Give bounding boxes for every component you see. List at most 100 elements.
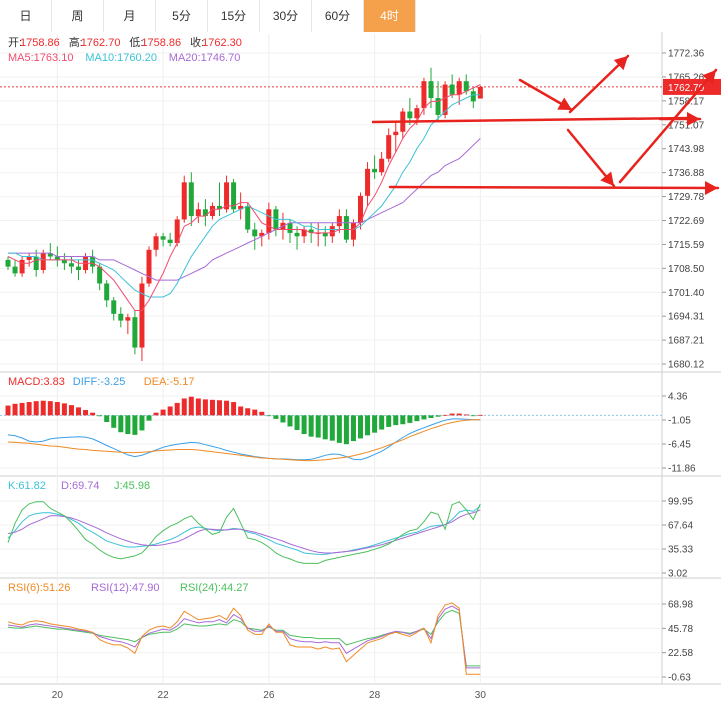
price-y-tick-label: 1729.78 [668, 192, 705, 203]
ohlc-label: 开: [8, 37, 22, 49]
candle-up [358, 195, 363, 223]
macd-bar [174, 402, 180, 416]
candle-down [111, 300, 117, 314]
macd-bar [26, 402, 32, 416]
kdj-legend-item: K:61.82 [8, 480, 46, 492]
tab-5min[interactable]: 5分 [156, 0, 208, 32]
x-tick-label: 22 [158, 690, 170, 701]
macd-bar [400, 415, 406, 425]
candle-up [393, 131, 399, 136]
up-arrow-1 [568, 54, 630, 114]
up-arrow-2-head [702, 70, 716, 85]
candle-up [195, 209, 201, 217]
macd-bar [118, 415, 124, 433]
tab-60min[interactable]: 60分 [312, 0, 364, 32]
macd-bar [181, 398, 187, 416]
candle-down [252, 229, 258, 237]
macd-bar [294, 415, 300, 431]
tab-day[interactable]: 日 [0, 0, 52, 32]
candle-up [26, 256, 32, 260]
tab-4hour[interactable]: 4时 [364, 0, 416, 32]
candle-down [90, 256, 96, 267]
candle-down [33, 256, 39, 270]
macd-bar [421, 415, 427, 420]
x-tick-label: 30 [475, 690, 487, 701]
up-arrow-1-head [613, 56, 628, 71]
candle-down [343, 216, 349, 240]
candle-up [146, 249, 152, 284]
candle-down [54, 256, 60, 260]
current-price-label: 1762.70 [668, 83, 705, 94]
candle-down [463, 81, 469, 92]
up-arrow-2 [618, 68, 718, 184]
macd-legend-item: MACD:3.83 [8, 376, 65, 388]
macd-bar [379, 415, 385, 430]
support-arrow-upper-head [687, 112, 700, 126]
macd-bar [5, 405, 11, 416]
data-layer: 1762.70 [0, 67, 721, 675]
candle-down [104, 283, 110, 301]
support-arrow-lower-head [704, 180, 718, 195]
macd-bar [125, 415, 131, 434]
candle-down [435, 98, 441, 115]
macd-bar [470, 415, 476, 417]
ohlc-label: 高: [69, 35, 83, 49]
price-y-tick-label: 1680.12 [668, 360, 705, 371]
kdj-y-tick-label: 67.64 [668, 521, 693, 532]
macd-bar [428, 415, 434, 419]
candle-down [47, 253, 53, 257]
macd-bar [266, 415, 272, 417]
macd-legend-item: DIFF:-3.25 [73, 376, 126, 388]
kdj-legend-item: D:69.74 [61, 480, 100, 492]
macd-bar [167, 406, 173, 416]
candle-down [76, 266, 81, 270]
macd-y-tick-label: -6.45 [668, 439, 691, 450]
macd-bar [245, 408, 251, 416]
tab-month[interactable]: 月 [104, 0, 156, 32]
macd-bar [336, 415, 342, 443]
candle-up [386, 135, 392, 159]
grid-layer: 20 22 26 28 30 1772.36 1765.26 1758.17 1751.07 17… [0, 32, 721, 701]
tab-week[interactable]: 周 [52, 0, 104, 32]
tab-15min[interactable]: 15分 [208, 0, 260, 32]
candle-down [167, 239, 173, 244]
price-y-tick-label: 1715.59 [668, 240, 705, 251]
macd-bar [139, 415, 145, 431]
rsi-y-tick-label: -0.63 [668, 673, 691, 684]
candle-up [315, 232, 321, 234]
candle-down [428, 81, 434, 99]
candle-down [188, 182, 194, 217]
ohlc-value: 1758.86 [20, 37, 60, 49]
macd-bar [47, 401, 53, 416]
macd-bar [97, 415, 103, 417]
macd-bar [146, 415, 152, 421]
rsi-y-tick-label: 45.78 [668, 624, 693, 635]
candle-up [301, 229, 307, 237]
macd-y-tick-label: 4.36 [668, 392, 688, 403]
macd-bar [463, 414, 469, 416]
price-y-tick-label: 1722.69 [668, 216, 705, 227]
macd-bar [33, 401, 39, 416]
kdj-j-line [7, 501, 481, 564]
kdj-y-tick-label: 99.95 [668, 497, 693, 508]
macd-bar [301, 415, 307, 434]
tab-30min[interactable]: 30分 [260, 0, 312, 32]
ohlc-label: 收: [190, 35, 204, 49]
price-y-tick-label: 1758.17 [668, 96, 705, 107]
macd-dea-line [7, 419, 481, 462]
candle-up [139, 283, 145, 348]
macd-bar [19, 402, 25, 416]
candle-up [224, 182, 230, 210]
macd-bar [372, 415, 378, 433]
rsi6-line [7, 602, 481, 675]
macd-bar [195, 398, 201, 416]
candle-up [174, 219, 180, 244]
ohlc-value: 1762.30 [202, 37, 242, 49]
candle-down [470, 91, 476, 102]
ma-legend-item: MA20:1746.70 [169, 52, 241, 64]
ma-legend-item: MA10:1760.20 [85, 52, 157, 64]
rsi-y-tick-label: 22.58 [668, 648, 693, 659]
macd-bar [238, 406, 244, 416]
x-tick-label: 28 [369, 690, 381, 701]
candle-down [294, 232, 300, 237]
